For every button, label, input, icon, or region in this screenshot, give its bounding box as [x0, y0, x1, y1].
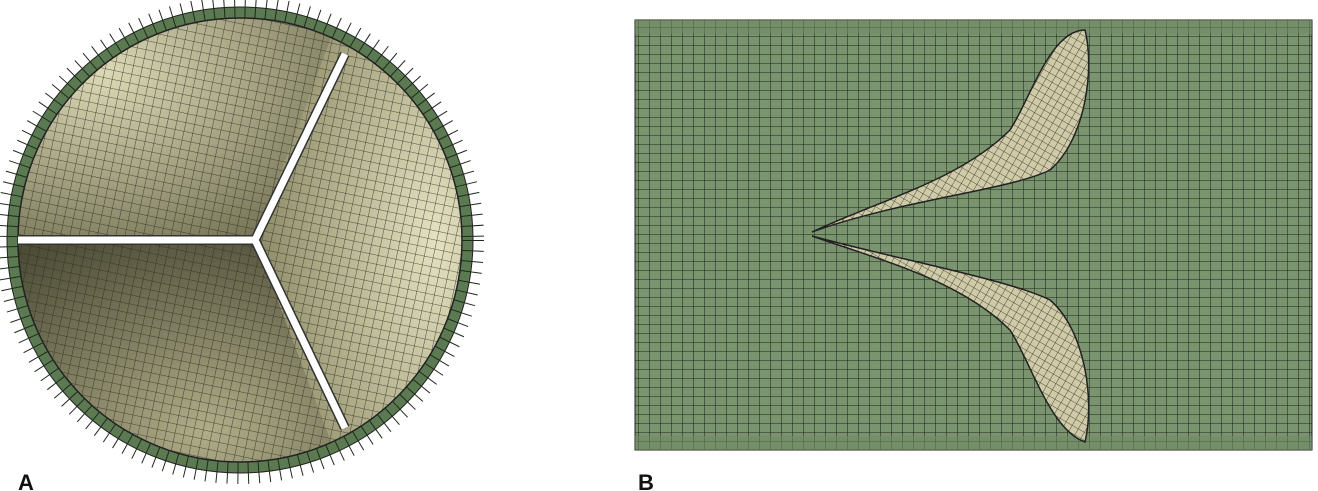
- panel-b: [635, 20, 1312, 450]
- panel-label: B: [638, 470, 654, 491]
- vessel-edge: [635, 436, 1312, 450]
- figure: A B: [0, 0, 1318, 491]
- panel-label: A: [18, 470, 34, 491]
- vessel-mesh: [635, 20, 1312, 450]
- vessel-edge: [635, 20, 1312, 34]
- panel-a: [0, 0, 480, 480]
